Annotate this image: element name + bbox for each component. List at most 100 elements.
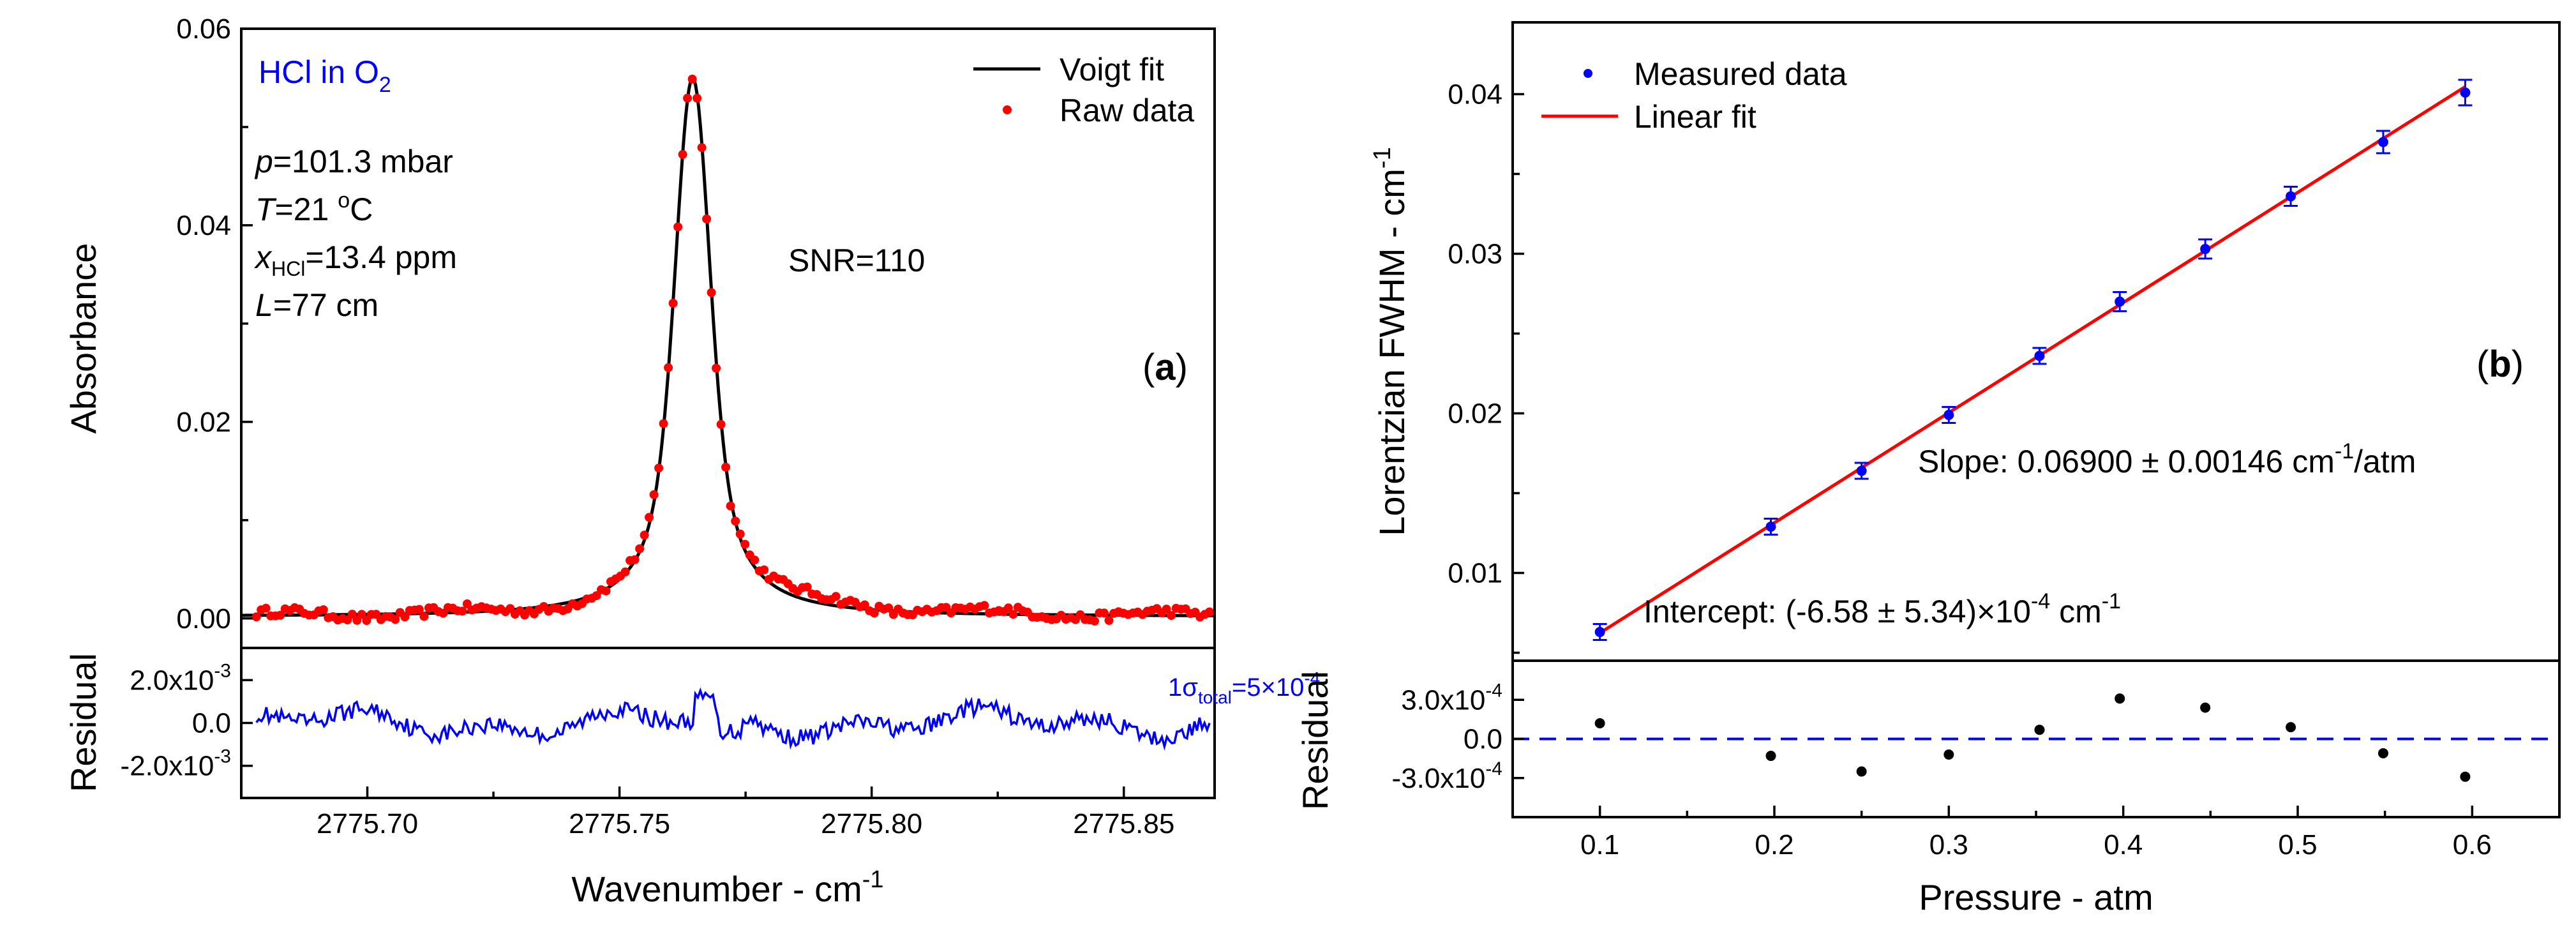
residual-point bbox=[2115, 693, 2125, 704]
residual-y-tick-label: 2.0x10-3​ bbox=[130, 660, 231, 696]
panel-b: 0.1 0.2 0.3 0.4 0.5 0.6 0.01 0.02 0.03 0.04 3.0x10… bbox=[1295, 21, 2561, 917]
panel-b-x-axis-label: Pressure - atm bbox=[1919, 877, 2153, 917]
raw-data-point bbox=[731, 516, 740, 526]
measured-data-point bbox=[2115, 296, 2125, 307]
raw-data-point bbox=[707, 288, 716, 297]
legend-raw-label: Raw data bbox=[1060, 93, 1194, 128]
snr-annotation: SNR=110 bbox=[788, 243, 925, 278]
raw-data-point bbox=[276, 610, 285, 620]
panel-a-y-axis-label: Absorbance bbox=[63, 243, 103, 434]
raw-data-point bbox=[683, 93, 693, 103]
panel-a-residual-frame bbox=[240, 647, 1216, 799]
residual-point bbox=[2460, 771, 2471, 782]
raw-data-point bbox=[831, 592, 841, 601]
raw-data-point bbox=[649, 490, 659, 499]
panel-b-label: (b) bbox=[2476, 343, 2524, 385]
raw-data-point bbox=[362, 616, 371, 625]
condition-pressure: p=101.3 mbar bbox=[254, 144, 453, 179]
raw-data-point bbox=[1090, 616, 1099, 626]
y-tick-label: 0.04 bbox=[176, 210, 231, 241]
residual-sigma-label: 1σtotal=5×10-4 bbox=[1168, 668, 1320, 707]
legend-linear-fit-label: Linear fit bbox=[1634, 99, 1756, 135]
panel-b-residual-y-label: Residual bbox=[1295, 671, 1335, 810]
raw-data-point bbox=[654, 463, 664, 473]
raw-data-point bbox=[458, 606, 467, 616]
raw-data-point bbox=[400, 612, 410, 622]
y-tick-label: 0.02 bbox=[176, 407, 231, 438]
x-tick-label: 2775.80 bbox=[821, 808, 922, 839]
raw-data-point bbox=[1100, 608, 1109, 618]
raw-data-point bbox=[664, 363, 673, 372]
panel-a-residual-data bbox=[255, 687, 1211, 751]
raw-data-point bbox=[630, 555, 640, 564]
x-tick-label: 2775.85 bbox=[1073, 808, 1174, 839]
raw-data-point bbox=[347, 610, 357, 619]
raw-data-point bbox=[980, 601, 989, 610]
raw-data-point bbox=[740, 539, 750, 549]
measured-data-point bbox=[2378, 137, 2388, 147]
raw-data-point bbox=[601, 586, 611, 596]
raw-data-point bbox=[697, 143, 707, 153]
measured-data-point bbox=[2460, 87, 2471, 98]
panel-b-residual-data bbox=[1513, 693, 2559, 782]
panel-a-x-axis-label: Wavenumber - cm-1 bbox=[571, 866, 883, 909]
panel-a-title-annotation: HCl in O2 bbox=[258, 54, 391, 97]
measured-data-point bbox=[1594, 627, 1605, 637]
measured-data-point bbox=[2200, 244, 2211, 254]
condition-mole-fraction: xHCl=13.4 ppm bbox=[254, 239, 457, 280]
x-tick-label: 2775.75 bbox=[569, 808, 670, 839]
y-tick-label: 0.00 bbox=[176, 603, 231, 635]
y-tick-label: 0.01 bbox=[1448, 558, 1502, 589]
panel-b-axis-ticks: 0.1 0.2 0.3 0.4 0.5 0.6 0.01 0.02 0.03 0.04 3.0x10… bbox=[1392, 79, 2492, 861]
raw-data-point bbox=[318, 605, 328, 615]
raw-data-point bbox=[1167, 611, 1176, 620]
raw-data-point bbox=[860, 600, 869, 610]
panel-b-plot-data bbox=[1592, 79, 2473, 641]
residual-point bbox=[1765, 751, 1776, 762]
raw-data-point bbox=[1003, 603, 1013, 613]
raw-data-point bbox=[884, 603, 894, 613]
measured-data-point bbox=[2286, 191, 2296, 202]
measured-data-point bbox=[2034, 350, 2045, 361]
panel-b-legend: Measured data Linear fit bbox=[1541, 56, 1847, 135]
condition-path-length: L=77 cm bbox=[255, 287, 378, 323]
x-tick-label: 0.1 bbox=[1580, 829, 1619, 861]
raw-data-point bbox=[735, 529, 745, 539]
raw-data-point bbox=[712, 363, 721, 373]
raw-data-point bbox=[673, 222, 683, 232]
panel-a-label: (a) bbox=[1142, 347, 1188, 388]
x-tick-label: 0.5 bbox=[2278, 829, 2317, 861]
residual-point bbox=[1943, 749, 1954, 760]
y-tick-label: 0.02 bbox=[1448, 398, 1502, 430]
raw-data-point bbox=[645, 513, 654, 522]
panel-a-plot-data bbox=[241, 74, 1215, 626]
raw-data-point bbox=[750, 555, 760, 565]
raw-data-point bbox=[414, 605, 424, 614]
residual-point bbox=[2378, 748, 2388, 758]
raw-data-point bbox=[716, 419, 726, 429]
panel-a-legend: Voigt fit Raw data bbox=[973, 52, 1194, 128]
panel-a-axis-ticks: 2775.70 2775.75 2775.80 2775.85 0.00 0.02 0.04… bbox=[121, 13, 1175, 839]
measured-data-point bbox=[1765, 522, 1776, 532]
panel-b-y-axis-label: Lorentzian FWHM - cm-1 bbox=[1369, 147, 1412, 536]
residual-y-tick-label: -3.0x10-4​ bbox=[1392, 758, 1502, 794]
raw-data-point bbox=[419, 612, 429, 621]
raw-data-point bbox=[668, 299, 678, 308]
raw-data-point bbox=[640, 530, 649, 540]
residual-y-tick-label: 0.0 bbox=[192, 708, 231, 739]
intercept-annotation: Intercept: (-6.58 ± 5.34)×10-4 cm-1 bbox=[1644, 589, 2121, 629]
residual-point bbox=[1856, 766, 1867, 777]
panel-a-residual-y-label: Residual bbox=[63, 653, 103, 792]
raw-data-point bbox=[721, 462, 731, 472]
residual-trace bbox=[255, 687, 1211, 751]
residual-y-tick-label: -2.0x10-3​ bbox=[121, 746, 231, 782]
legend-measured-marker bbox=[1584, 69, 1592, 78]
raw-data-point bbox=[687, 74, 697, 84]
residual-point bbox=[2034, 725, 2045, 735]
raw-data-point bbox=[620, 567, 630, 576]
raw-data-point bbox=[352, 615, 362, 625]
residual-point bbox=[1594, 718, 1605, 728]
condition-temperature: T=21 oC bbox=[255, 188, 373, 227]
x-tick-label: 0.4 bbox=[2104, 829, 2143, 861]
